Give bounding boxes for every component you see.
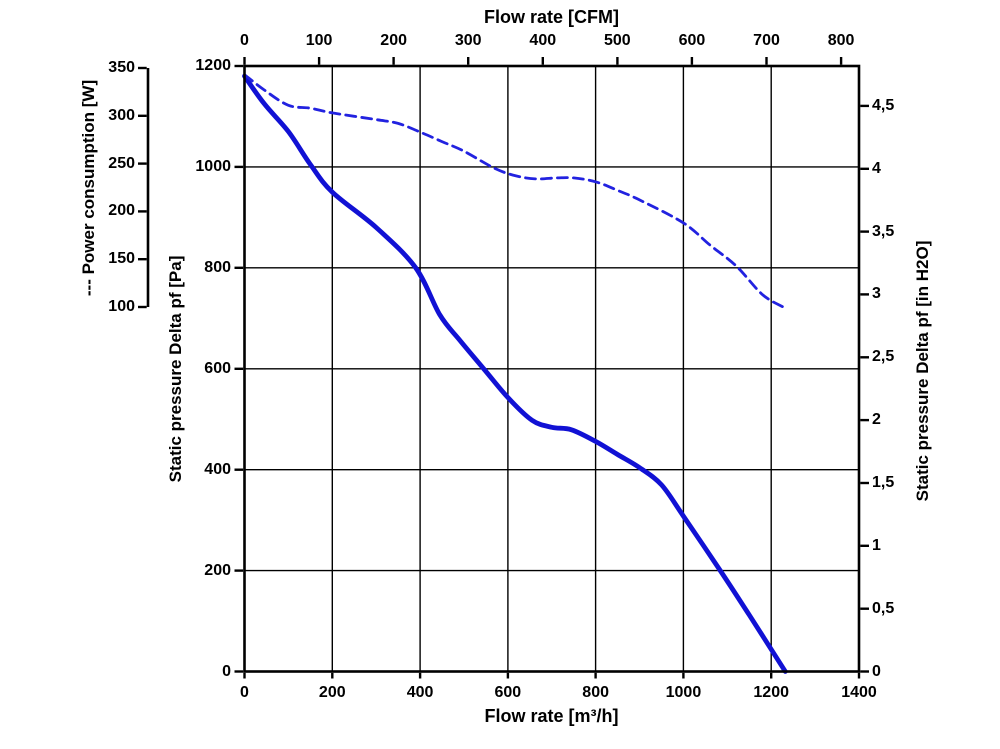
top-tick-label: 500 [604,32,631,49]
power-tick-label: 200 [108,202,135,220]
right-tick-label: 0 [872,662,881,680]
left-axis-title: Static pressure Delta pf [Pa] [166,255,185,483]
left-tick-label: 1000 [195,157,231,175]
power-tick-label: 350 [108,59,135,76]
left-tick-label: 0 [222,662,231,680]
left-tick-label: 600 [204,359,231,377]
top-tick-label: 300 [454,32,482,49]
left-tick-label: 1200 [195,57,231,74]
top-axis-title: Flow rate [CFM] [484,7,619,27]
right-axis-title: Static pressure Delta pf [in H2O] [913,240,932,502]
left-tick-label: 400 [204,460,231,478]
bottom-tick-label: 800 [582,684,609,701]
bottom-tick-label: 1400 [841,684,877,701]
bottom-tick-label: 600 [494,684,522,701]
top-tick-label: 200 [380,32,407,49]
left-tick-label: 200 [204,561,231,579]
bottom-tick-label: 0 [240,684,249,701]
top-tick-label: 700 [753,32,780,49]
right-tick-label: 3 [872,285,881,303]
right-tick-label: 4,5 [872,96,895,114]
top-tick-label: 100 [305,32,333,49]
top-tick-label: 400 [529,32,557,49]
top-tick-label: 800 [827,32,855,49]
plot-border [243,64,861,673]
right-tick-label: 2 [872,411,881,429]
bottom-axis-title: Flow rate [m³/h] [484,706,619,726]
bottom-tick-label: 200 [318,684,346,701]
bottom-tick-label: 1200 [753,684,789,701]
right-tick-label: 2,5 [872,348,895,366]
left-tick-label: 800 [204,258,231,276]
bottom-tick-label: 1000 [665,684,702,701]
right-tick-label: 4 [872,159,881,177]
power-tick-label: 100 [108,298,135,315]
power-consumption-curve [243,73,785,309]
right-tick-label: 3,5 [872,222,895,240]
power-tick-label: 300 [108,106,135,124]
right-tick-label: 1 [872,536,881,554]
right-tick-label: 0,5 [872,599,895,617]
power-tick-label: 150 [108,250,135,268]
static-pressure-curve [242,73,788,674]
power-axis-title: --- Power consumption [W] [79,79,98,297]
right-tick-label: 1,5 [872,473,895,491]
power-tick-label: 250 [108,154,135,172]
bottom-tick-label: 400 [406,684,434,701]
top-tick-label: 600 [678,32,706,49]
top-tick-label: 0 [240,32,249,49]
